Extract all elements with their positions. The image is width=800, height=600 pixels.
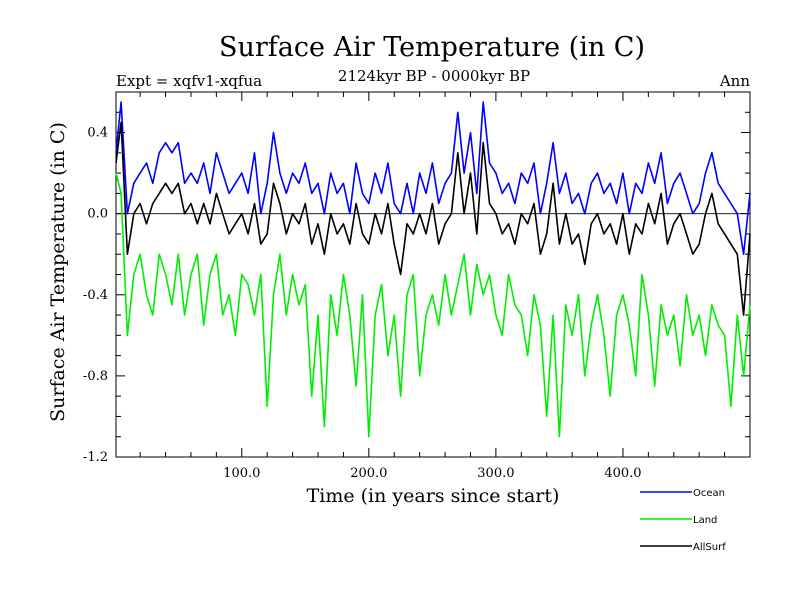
legend: Ocean Land AllSurf bbox=[640, 488, 726, 553]
series-layer bbox=[115, 101, 751, 438]
tick-labels: 100.0 200.0 300.0 400.0 -1.2 -0.8 -0.4 0.0 0.4 bbox=[83, 126, 642, 481]
axis-ticks bbox=[116, 92, 750, 458]
y-axis-label: Surface Air Temperature (in C) bbox=[47, 122, 69, 422]
x-tick-label: 200.0 bbox=[350, 466, 387, 481]
legend-label-land: Land bbox=[693, 515, 717, 526]
x-tick-label: 400.0 bbox=[604, 466, 641, 481]
x-axis-label: Time (in years since start) bbox=[307, 485, 560, 507]
y-tick-label: -0.8 bbox=[83, 369, 108, 384]
legend-label-allsurf: AllSurf bbox=[693, 542, 726, 553]
y-tick-label: -1.2 bbox=[83, 450, 108, 465]
plot-area: 100.0 200.0 300.0 400.0 -1.2 -0.8 -0.4 0.0 0.4 bbox=[83, 91, 751, 481]
x-tick-label: 300.0 bbox=[477, 466, 514, 481]
series-line-ocean bbox=[115, 101, 751, 255]
y-tick-label: 0.0 bbox=[87, 207, 108, 222]
expt-label: Expt = xqfv1-xqfua bbox=[116, 72, 262, 90]
y-tick-label: -0.4 bbox=[83, 288, 108, 303]
series-line-allsurf bbox=[115, 121, 751, 316]
plot-frame bbox=[115, 91, 751, 458]
chart-title: Surface Air Temperature (in C) bbox=[219, 32, 645, 63]
series-line-land bbox=[115, 172, 751, 438]
legend-label-ocean: Ocean bbox=[693, 488, 725, 499]
x-tick-label: 100.0 bbox=[223, 466, 260, 481]
season-label: Ann bbox=[719, 72, 750, 90]
y-tick-label: 0.4 bbox=[87, 126, 108, 141]
chart-subtitle: 2124kyr BP - 0000kyr BP bbox=[338, 67, 530, 85]
